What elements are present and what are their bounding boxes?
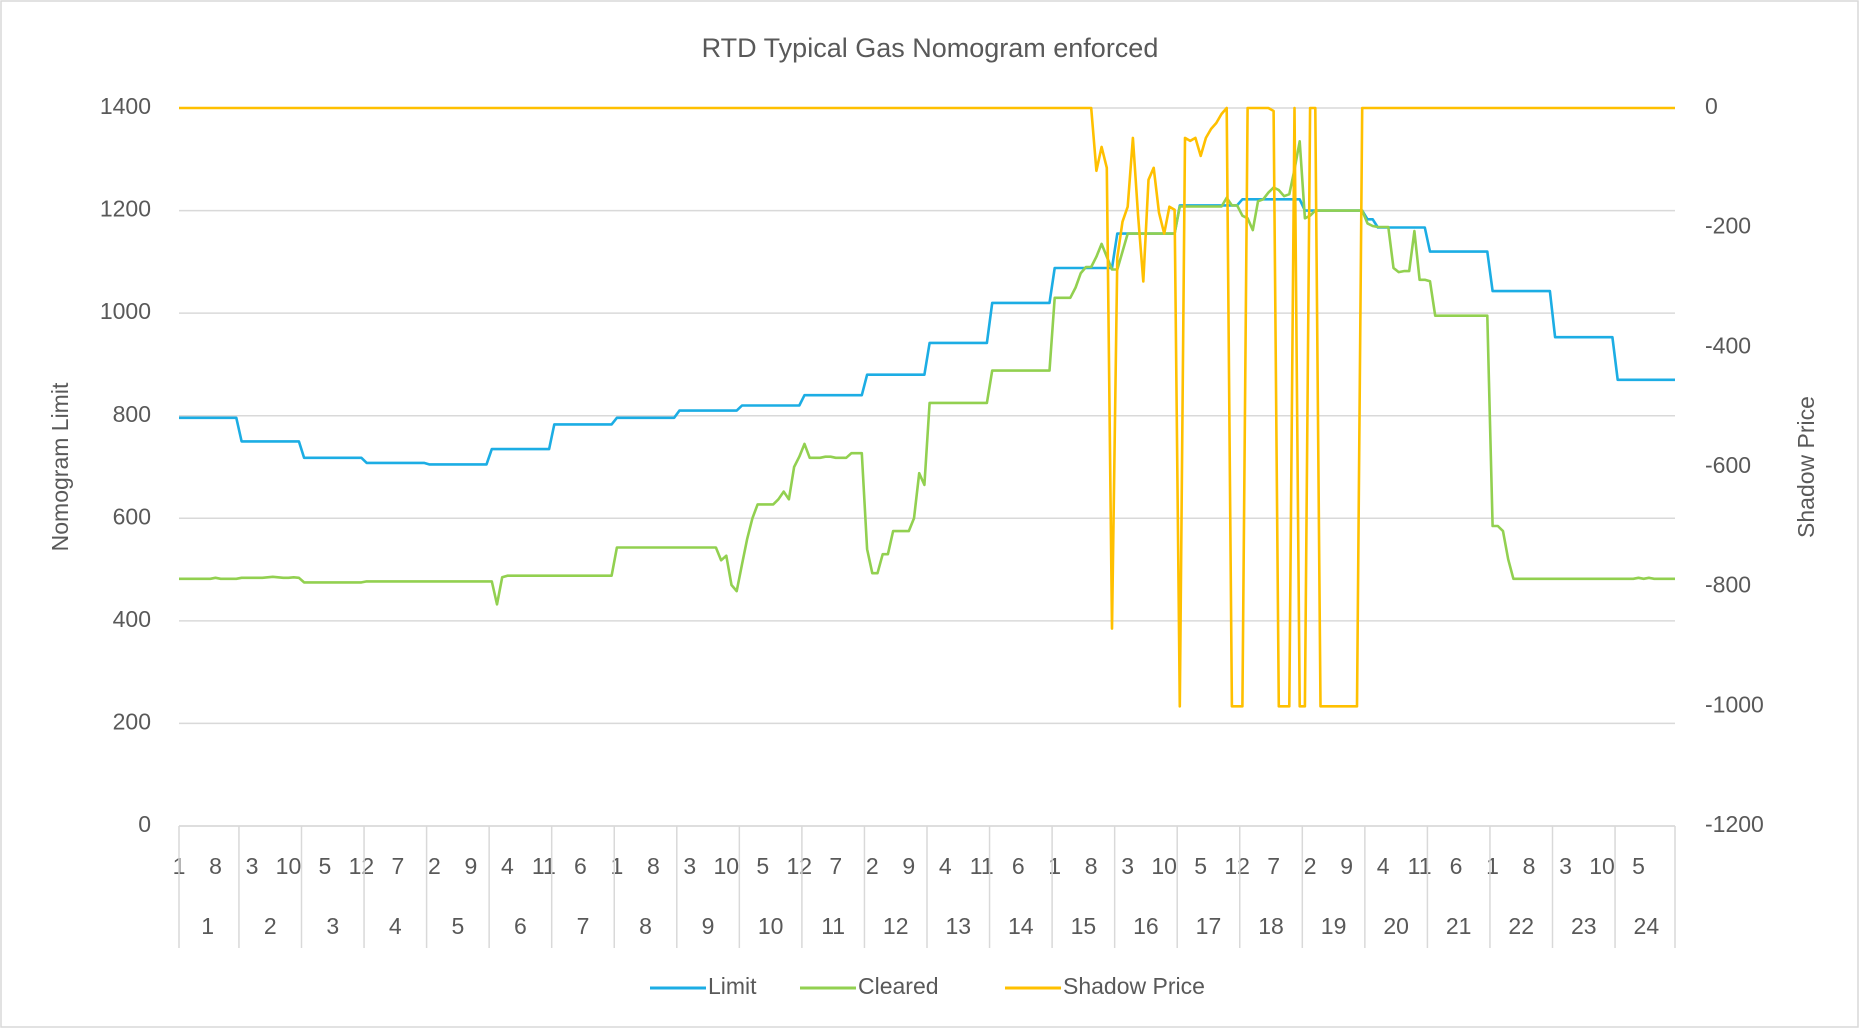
x-tick-label: 6 [1012, 853, 1025, 879]
x-tick-label: 12 [349, 853, 375, 879]
x-group-label: 12 [883, 913, 909, 939]
x-tick-label: 3 [246, 853, 259, 879]
x-group-label: 16 [1133, 913, 1159, 939]
y2-tick-label: -800 [1705, 572, 1751, 598]
y-tick-label: 0 [138, 811, 151, 837]
x-tick-label: 1 [1048, 853, 1061, 879]
series-line [179, 106, 1675, 708]
x-group-label: 8 [639, 913, 652, 939]
legend-label: Cleared [858, 973, 939, 999]
x-tick-label: 5 [1632, 853, 1645, 879]
x-tick-label: 10 [1151, 853, 1177, 879]
x-tick-label: 6 [1450, 853, 1463, 879]
x-tick-label: 11 [532, 853, 556, 879]
y2-axis-title: Shadow Price [1793, 396, 1819, 538]
x-tick-label: 2 [428, 853, 441, 879]
x-group-label: 4 [389, 913, 402, 939]
y2-tick-label: -1000 [1705, 691, 1764, 717]
x-tick-label: 1 [610, 853, 623, 879]
legend-label: Shadow Price [1063, 973, 1205, 999]
x-tick-label: 1 [1486, 853, 1499, 879]
x-tick-label: 8 [1085, 853, 1098, 879]
x-tick-label: 7 [1267, 853, 1280, 879]
series-line [179, 140, 1675, 606]
x-group-label: 7 [577, 913, 590, 939]
x-group-label: 14 [1008, 913, 1034, 939]
x-tick-label: 6 [574, 853, 587, 879]
y-axis-title: Nomogram Limit [47, 382, 73, 551]
y-tick-label: 1200 [100, 196, 151, 222]
x-tick-label: 2 [1304, 853, 1317, 879]
x-group-label: 6 [514, 913, 527, 939]
x-tick-label: 5 [1194, 853, 1207, 879]
x-tick-label: 11 [970, 853, 994, 879]
y-tick-label: 600 [113, 503, 151, 529]
y2-tick-label: 0 [1705, 93, 1718, 119]
x-group-label: 9 [702, 913, 715, 939]
x-group-label: 19 [1321, 913, 1347, 939]
x-group-label: 10 [758, 913, 784, 939]
x-tick-label: 4 [939, 853, 952, 879]
y-tick-label: 1000 [100, 298, 151, 324]
x-tick-label: 3 [683, 853, 696, 879]
y2-tick-label: -1200 [1705, 811, 1764, 837]
y2-tick-label: -400 [1705, 332, 1751, 358]
x-group-label: 5 [451, 913, 464, 939]
x-tick-label: 2 [866, 853, 879, 879]
x-tick-label: 4 [501, 853, 514, 879]
x-group-label: 18 [1258, 913, 1284, 939]
x-group-label: 13 [945, 913, 971, 939]
x-group-label: 15 [1071, 913, 1097, 939]
x-group-label: 3 [326, 913, 339, 939]
series-line [179, 198, 1675, 466]
x-tick-label: 8 [647, 853, 660, 879]
x-group-label: 2 [264, 913, 277, 939]
x-tick-label: 10 [1589, 853, 1615, 879]
x-tick-label: 12 [786, 853, 812, 879]
x-tick-label: 8 [1523, 853, 1536, 879]
y-tick-label: 200 [113, 709, 151, 735]
x-tick-label: 9 [1340, 853, 1353, 879]
x-group-label: 1 [201, 913, 214, 939]
x-group-label: 20 [1383, 913, 1409, 939]
x-tick-label: 12 [1224, 853, 1250, 879]
x-tick-label: 10 [714, 853, 740, 879]
y-tick-label: 800 [113, 401, 151, 427]
x-tick-label: 11 [1408, 853, 1432, 879]
x-group-label: 21 [1446, 913, 1472, 939]
x-tick-label: 7 [829, 853, 842, 879]
x-group-label: 17 [1196, 913, 1222, 939]
x-tick-label: 7 [392, 853, 405, 879]
x-group-label: 24 [1634, 913, 1660, 939]
x-tick-label: 4 [1377, 853, 1390, 879]
x-tick-label: 10 [276, 853, 302, 879]
x-group-label: 11 [821, 913, 845, 939]
x-tick-label: 9 [902, 853, 915, 879]
x-tick-label: 5 [319, 853, 332, 879]
legend-label: Limit [708, 973, 757, 999]
chart-title: RTD Typical Gas Nomogram enforced [702, 33, 1159, 63]
y2-tick-label: -200 [1705, 213, 1751, 239]
x-group-label: 23 [1571, 913, 1597, 939]
y-tick-label: 1400 [100, 93, 151, 119]
y2-tick-label: -600 [1705, 452, 1751, 478]
x-group-label: 22 [1508, 913, 1534, 939]
y-tick-label: 400 [113, 606, 151, 632]
x-tick-label: 3 [1121, 853, 1134, 879]
x-tick-label: 8 [209, 853, 222, 879]
x-tick-label: 9 [465, 853, 478, 879]
x-tick-label: 5 [756, 853, 769, 879]
x-tick-label: 3 [1559, 853, 1572, 879]
